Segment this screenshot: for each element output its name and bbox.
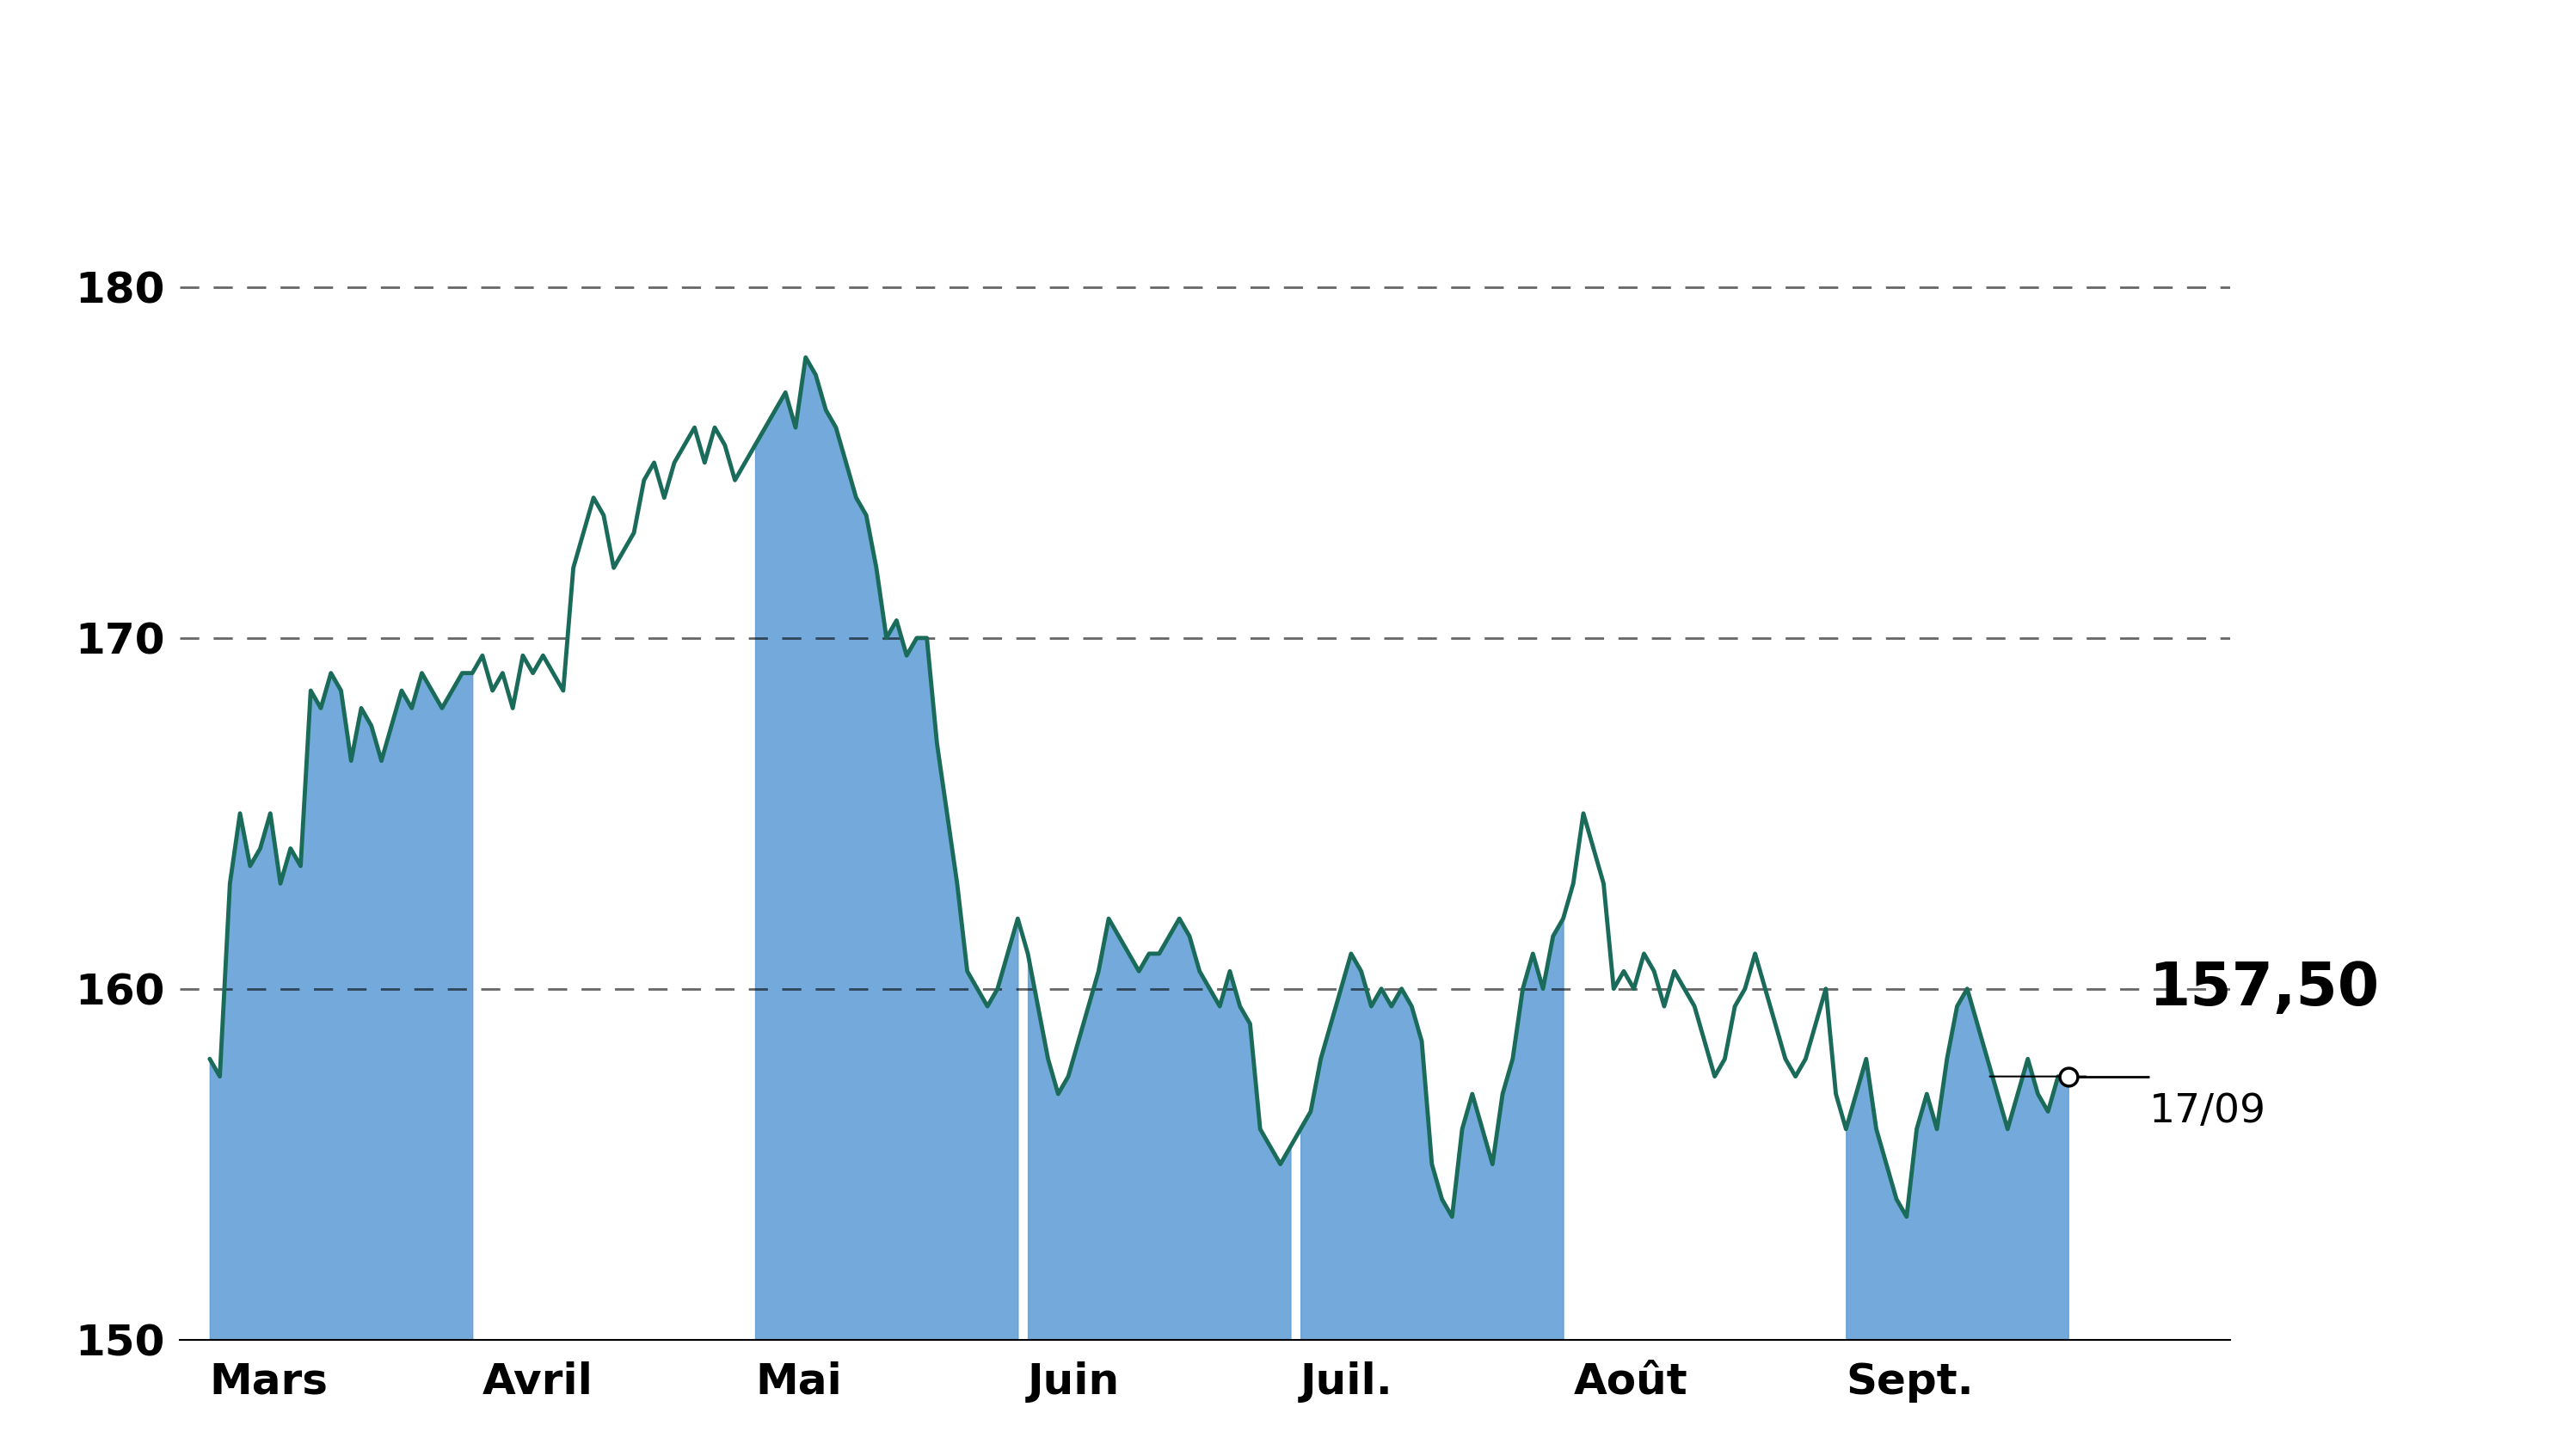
Text: 17/09: 17/09	[2148, 1092, 2266, 1131]
Text: 157,50: 157,50	[2148, 960, 2378, 1018]
Text: TotalEnergiesGabon: TotalEnergiesGabon	[743, 16, 1820, 108]
